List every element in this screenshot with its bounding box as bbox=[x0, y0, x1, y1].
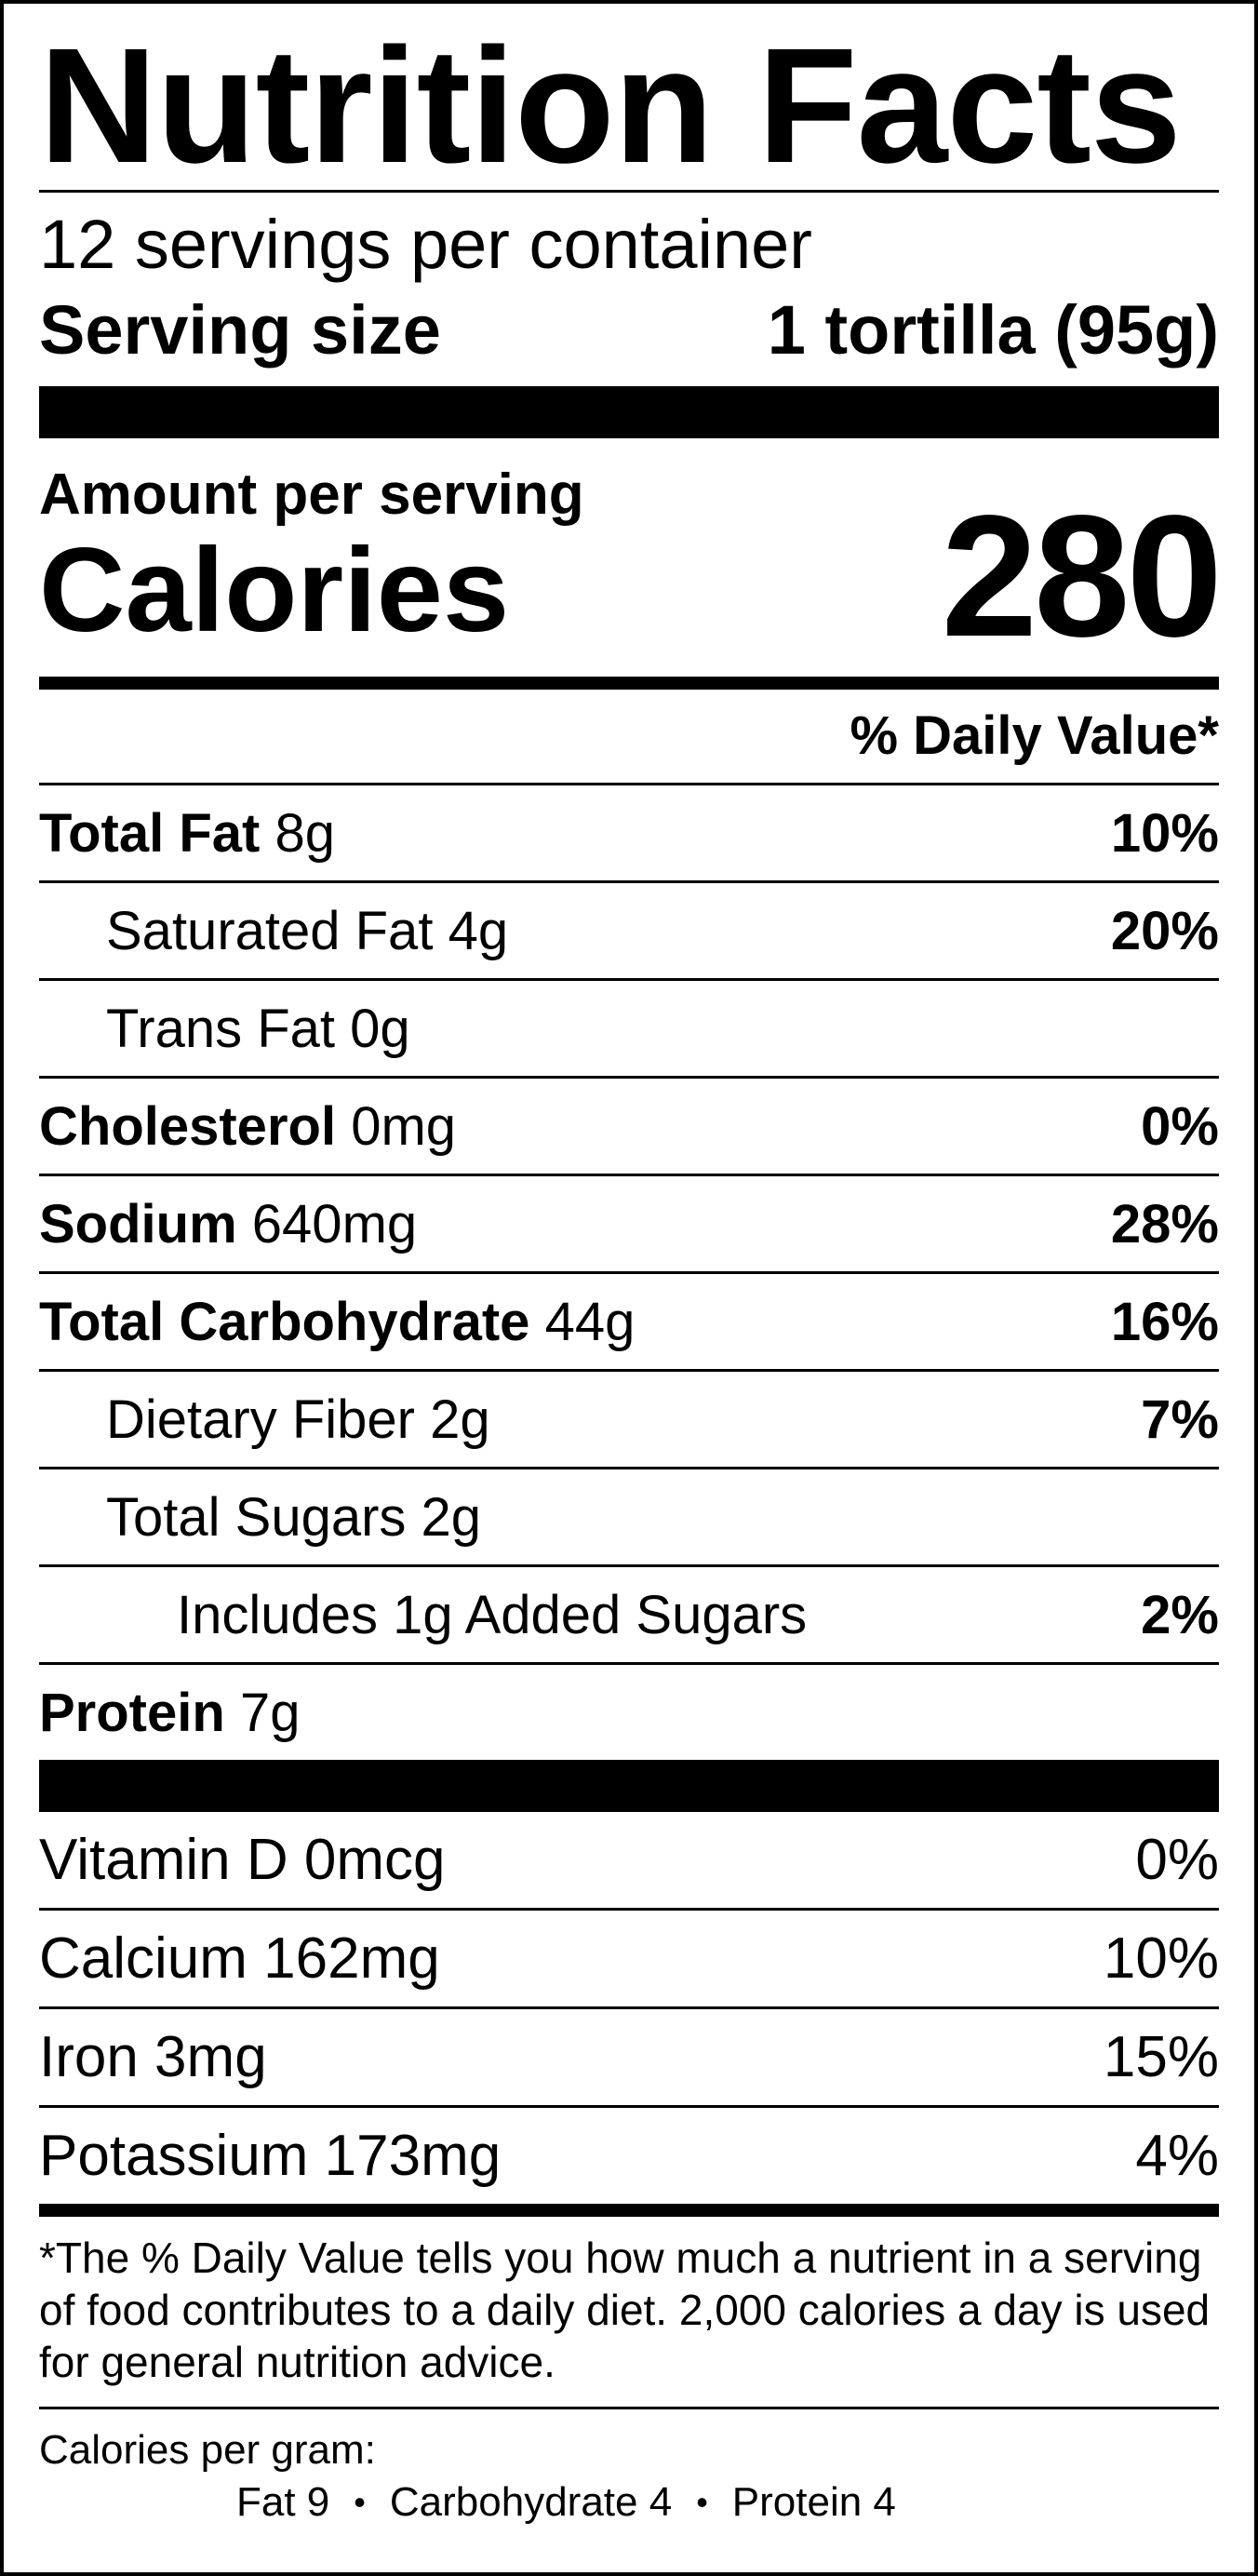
cpg-fat: Fat 9 bbox=[236, 2479, 330, 2525]
nutrient-dv: 0% bbox=[1141, 1095, 1219, 1157]
vitamin-text: Vitamin D 0mcg bbox=[39, 1828, 446, 1892]
divider-medium bbox=[39, 2204, 1219, 2217]
nutrient-name: Dietary Fiber bbox=[106, 1389, 415, 1450]
vitamin-row-vitamin-d: Vitamin D 0mcg 0% bbox=[39, 1812, 1219, 1908]
calories-row: Calories 280 bbox=[39, 490, 1223, 664]
vitamin-row-calcium: Calcium 162mg 10% bbox=[39, 1908, 1219, 2006]
nutrient-dv: 7% bbox=[1141, 1389, 1219, 1450]
nutrient-amount: 4g bbox=[448, 900, 509, 961]
nutrient-dv: 16% bbox=[1110, 1291, 1219, 1352]
nutrient-dv: 20% bbox=[1110, 900, 1219, 961]
nutrient-row-dietary-fiber: Dietary Fiber 2g 7% bbox=[39, 1369, 1219, 1467]
nutrient-row-total-sugars: Total Sugars 2g bbox=[39, 1467, 1219, 1564]
bullet-separator: • bbox=[696, 2483, 708, 2521]
nutrient-name: Cholesterol bbox=[39, 1095, 337, 1157]
nutrient-row-saturated-fat: Saturated Fat 4g 20% bbox=[39, 880, 1219, 978]
nutrient-amount: 2g bbox=[430, 1389, 490, 1450]
nutrient-dv: 28% bbox=[1110, 1193, 1219, 1254]
nutrient-amount: 2g bbox=[421, 1486, 482, 1548]
cpg-protein: Protein 4 bbox=[731, 2479, 896, 2525]
nutrient-name: Protein bbox=[39, 1682, 225, 1743]
nutrient-amount: 640mg bbox=[251, 1193, 418, 1254]
nutrient-amount: 44g bbox=[544, 1291, 636, 1352]
nutrient-row-protein: Protein 7g bbox=[39, 1662, 1219, 1760]
serving-size-row: Serving size 1 tortilla (95g) bbox=[39, 288, 1219, 373]
vitamin-dv: 4% bbox=[1135, 2124, 1219, 2188]
nutrient-dv: 2% bbox=[1141, 1584, 1219, 1645]
nutrient-row-total-carbohydrate: Total Carbohydrate 44g 16% bbox=[39, 1271, 1219, 1369]
nutrient-row-cholesterol: Cholesterol 0mg 0% bbox=[39, 1076, 1219, 1174]
bullet-separator: • bbox=[354, 2483, 366, 2521]
servings-per-container: 12 servings per container bbox=[39, 206, 812, 283]
nutrient-row-trans-fat: Trans Fat 0g bbox=[39, 978, 1219, 1076]
nutrient-dv: 10% bbox=[1110, 802, 1219, 864]
vitamin-dv: 10% bbox=[1103, 1926, 1219, 1991]
calories-per-gram-values: Fat 9 • Carbohydrate 4 • Protein 4 bbox=[39, 2478, 1219, 2527]
nutrient-name: Total Sugars bbox=[106, 1486, 407, 1548]
divider bbox=[39, 190, 1219, 193]
calories-value: 280 bbox=[941, 480, 1223, 673]
calories-label: Calories bbox=[39, 524, 510, 657]
cpg-carbohydrate: Carbohydrate 4 bbox=[389, 2479, 673, 2525]
calories-per-gram-label: Calories per gram: bbox=[39, 2427, 376, 2473]
vitamin-text: Potassium 173mg bbox=[39, 2124, 502, 2188]
label-title: Nutrition Facts bbox=[39, 15, 1182, 197]
nutrient-name: Total Fat bbox=[39, 802, 261, 864]
nutrient-amount: 7g bbox=[239, 1682, 301, 1743]
nutrient-amount: 0g bbox=[350, 998, 410, 1059]
nutrient-name: Includes 1g Added Sugars bbox=[177, 1584, 808, 1645]
serving-size-value: 1 tortilla (95g) bbox=[767, 291, 1219, 369]
nutrient-amount: 8g bbox=[274, 802, 335, 864]
daily-value-footnote: *The % Daily Value tells you how much a … bbox=[39, 2234, 1211, 2386]
nutrient-name: Total Carbohydrate bbox=[39, 1291, 530, 1352]
amount-per-serving: Amount per serving bbox=[39, 463, 584, 527]
vitamin-text: Calcium 162mg bbox=[39, 1926, 440, 1991]
daily-value-header: % Daily Value* bbox=[850, 705, 1219, 766]
vitamin-dv: 15% bbox=[1103, 2025, 1219, 2089]
nutrient-name: Sodium bbox=[39, 1193, 237, 1254]
vitamin-text: Iron 3mg bbox=[39, 2025, 267, 2089]
nutrient-name: Trans Fat bbox=[106, 998, 336, 1059]
calories-per-gram: Calories per gram: Fat 9 • Carbohydrate … bbox=[39, 2407, 1219, 2527]
divider-thick bbox=[39, 1760, 1219, 1812]
nutrient-row-sodium: Sodium 640mg 28% bbox=[39, 1174, 1219, 1271]
vitamin-row-potassium: Potassium 173mg 4% bbox=[39, 2105, 1219, 2204]
nutrient-row-added-sugars: Includes 1g Added Sugars 2% bbox=[39, 1564, 1219, 1662]
nutrient-amount: 0mg bbox=[351, 1095, 457, 1157]
serving-size-label: Serving size bbox=[39, 291, 441, 369]
divider-medium bbox=[39, 677, 1219, 690]
nutrient-row-total-fat: Total Fat 8g 10% bbox=[39, 783, 1219, 880]
divider-thick bbox=[39, 386, 1219, 438]
vitamin-dv: 0% bbox=[1135, 1828, 1219, 1892]
nutrient-name: Saturated Fat bbox=[106, 900, 434, 961]
vitamin-row-iron: Iron 3mg 15% bbox=[39, 2006, 1219, 2105]
